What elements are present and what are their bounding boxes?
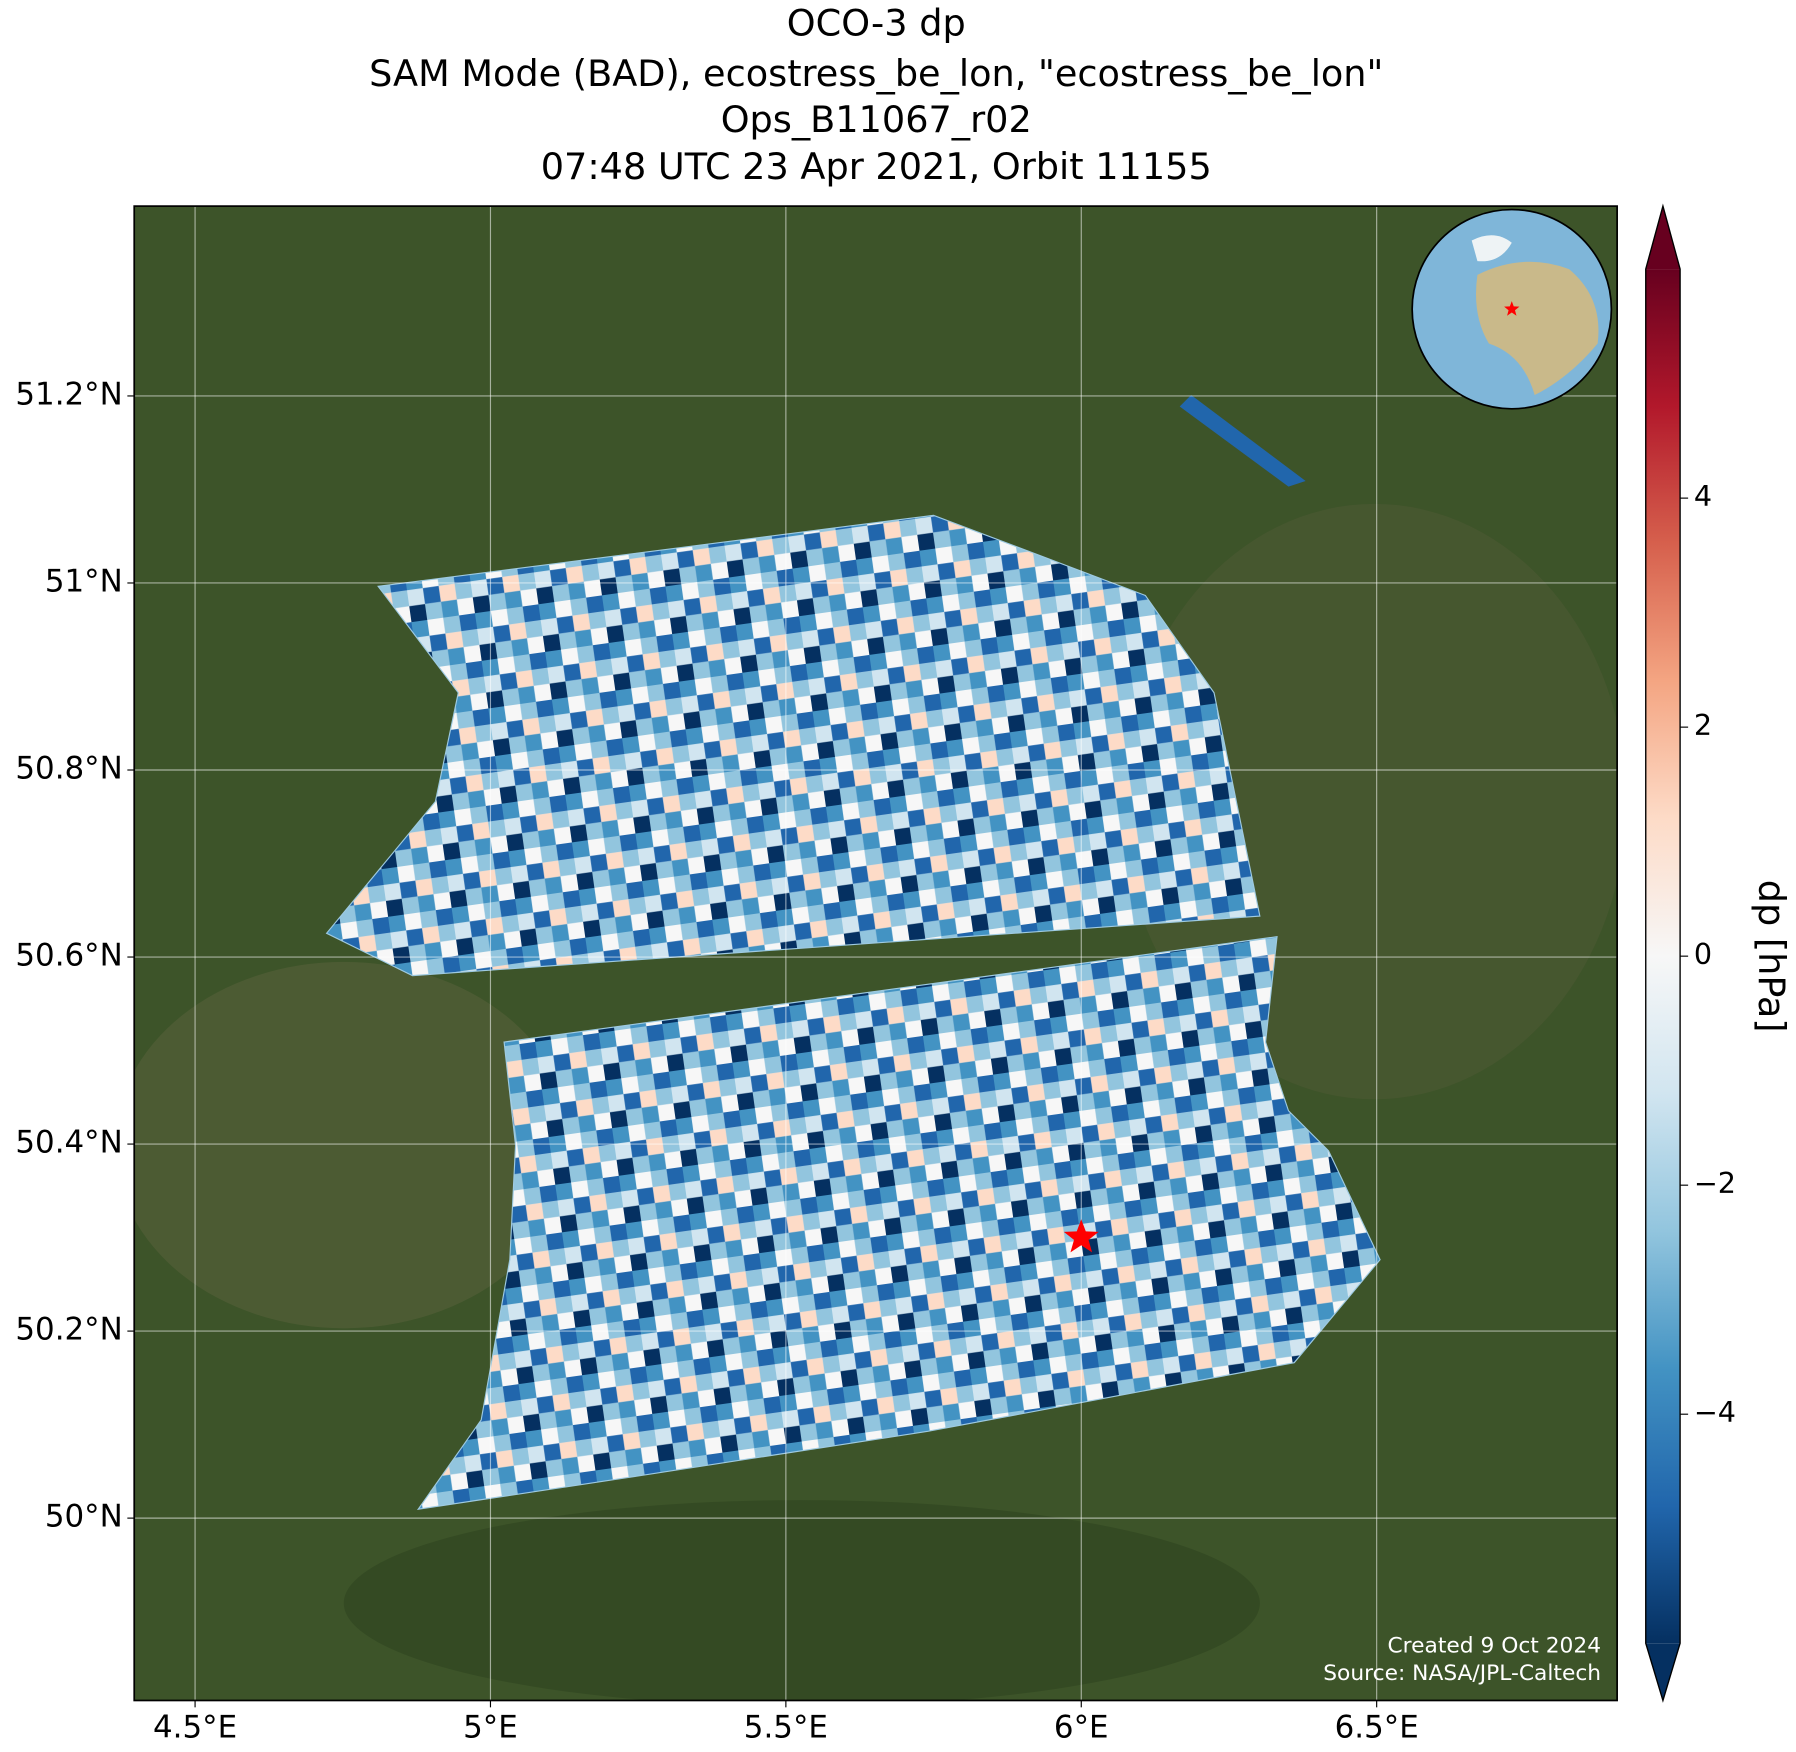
y-tick-label: 51.2°N — [15, 376, 122, 412]
globe-site-marker — [1504, 301, 1520, 316]
colorbar-tick-label: −4 — [1694, 1395, 1736, 1429]
map-area — [134, 206, 1618, 1701]
y-tick-label: 51°N — [45, 563, 123, 599]
subtitle: Ops_B11067_r02 — [721, 98, 1032, 141]
colorbar-tick-label: 4 — [1694, 479, 1712, 513]
credit: Source: NASA/JPL-Caltech — [1323, 1661, 1601, 1686]
map-frame — [133, 205, 1618, 1702]
subtitle: 07:48 UTC 23 Apr 2021, Orbit 11155 — [541, 145, 1212, 188]
x-tick-label: 4.5°E — [153, 1710, 237, 1746]
x-tick-label: 5°E — [463, 1710, 518, 1746]
credit: Created 9 Oct 2024 — [1387, 1634, 1601, 1659]
colorbar-extend-max — [1645, 206, 1681, 270]
y-tick-label: 50.6°N — [15, 938, 122, 974]
y-tick-label: 50.2°N — [15, 1312, 122, 1348]
swath — [325, 514, 1261, 977]
y-tick-label: 50.8°N — [15, 751, 122, 787]
globe-land — [1475, 261, 1599, 396]
colorbar-tick-label: 0 — [1694, 937, 1712, 971]
colorbar-label: dp [hPa] — [1750, 880, 1793, 1033]
x-tick-label: 6.5°E — [1335, 1710, 1419, 1746]
x-tick-label: 5.5°E — [744, 1710, 828, 1746]
colorbar-outline — [1645, 203, 1681, 1703]
colorbar-extend-min — [1645, 1643, 1681, 1701]
y-tick-label: 50°N — [45, 1499, 123, 1535]
colorbar-tick-label: −2 — [1694, 1166, 1736, 1200]
credits: Created 9 Oct 2024 Source: NASA/JPL-Calt… — [1323, 1634, 1601, 1686]
globe-ice — [1471, 235, 1512, 262]
y-tick-label: 50.4°N — [15, 1125, 122, 1161]
title-block: OCO-3 dp SAM Mode (BAD), ecostress_be_lo… — [369, 2, 1383, 188]
colorbar — [1645, 269, 1681, 1644]
swath — [1179, 395, 1306, 487]
swath — [416, 936, 1381, 1511]
title: OCO-3 dp — [787, 2, 966, 45]
terrain — [134, 961, 573, 1329]
x-tick-label: 6°E — [1054, 1710, 1109, 1746]
terrain — [343, 1500, 1260, 1701]
colorbar-tick-label: 2 — [1694, 708, 1712, 742]
site-marker — [1063, 1219, 1099, 1253]
subtitle: SAM Mode (BAD), ecostress_be_lon, "ecost… — [369, 52, 1383, 95]
